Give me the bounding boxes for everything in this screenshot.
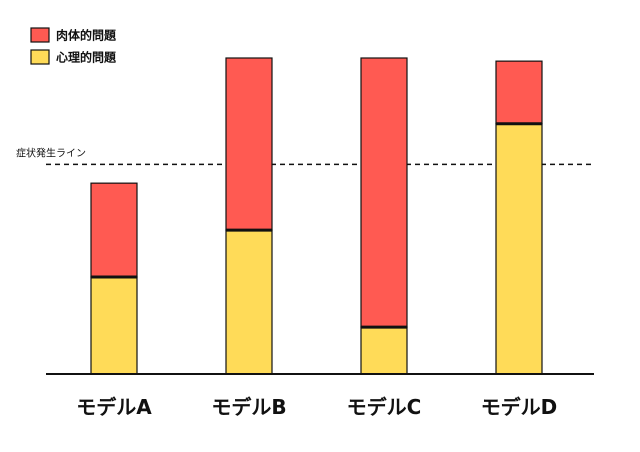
bar-stack <box>90 182 138 375</box>
category-label: モデルC <box>347 395 422 419</box>
category-labels: モデルA モデルB モデルC モデルD <box>76 395 557 419</box>
bar-segment <box>360 57 408 328</box>
category-label: モデルD <box>481 395 558 419</box>
category-label: モデルB <box>211 395 286 419</box>
bar-segment <box>495 60 543 125</box>
bars <box>90 57 543 375</box>
category-label: モデルA <box>76 395 152 419</box>
legend-label: 心理的問題 <box>56 50 117 65</box>
legend-swatch <box>30 27 50 43</box>
bar-segment <box>225 229 273 375</box>
legend-label: 肉体的問題 <box>56 28 117 43</box>
bar-segment <box>90 276 138 375</box>
bar-segment <box>90 182 138 278</box>
bar-stack <box>225 57 273 375</box>
bar-segment <box>360 326 408 375</box>
bar-segment <box>225 57 273 231</box>
bar-stack <box>495 60 543 375</box>
threshold-label: 症状発生ライン <box>16 146 86 159</box>
bar-stack <box>360 57 408 375</box>
legend-swatch <box>30 49 50 65</box>
bar-segment <box>495 123 543 375</box>
